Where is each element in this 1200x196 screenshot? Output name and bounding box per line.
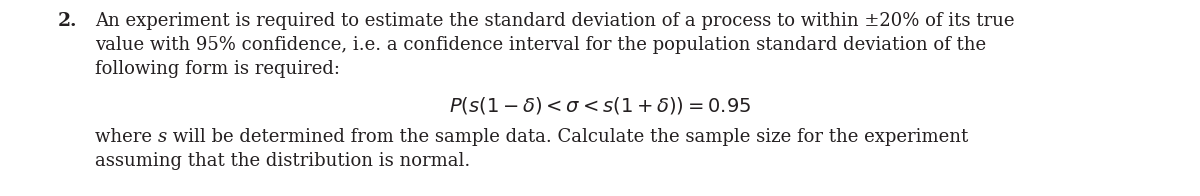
- Text: where: where: [95, 128, 157, 146]
- Text: 2.: 2.: [58, 12, 78, 30]
- Text: An experiment is required to estimate the standard deviation of a process to wit: An experiment is required to estimate th…: [95, 12, 1014, 30]
- Text: value with 95% confidence, i.e. a confidence interval for the population standar: value with 95% confidence, i.e. a confid…: [95, 36, 986, 54]
- Text: assuming that the distribution is normal.: assuming that the distribution is normal…: [95, 152, 470, 170]
- Text: s: s: [157, 128, 167, 146]
- Text: will be determined from the sample data. Calculate the sample size for the exper: will be determined from the sample data.…: [167, 128, 968, 146]
- Text: following form is required:: following form is required:: [95, 60, 340, 78]
- Text: $P(s(1-\delta) < \sigma < s(1+\delta)) = 0.95$: $P(s(1-\delta) < \sigma < s(1+\delta)) =…: [449, 95, 751, 116]
